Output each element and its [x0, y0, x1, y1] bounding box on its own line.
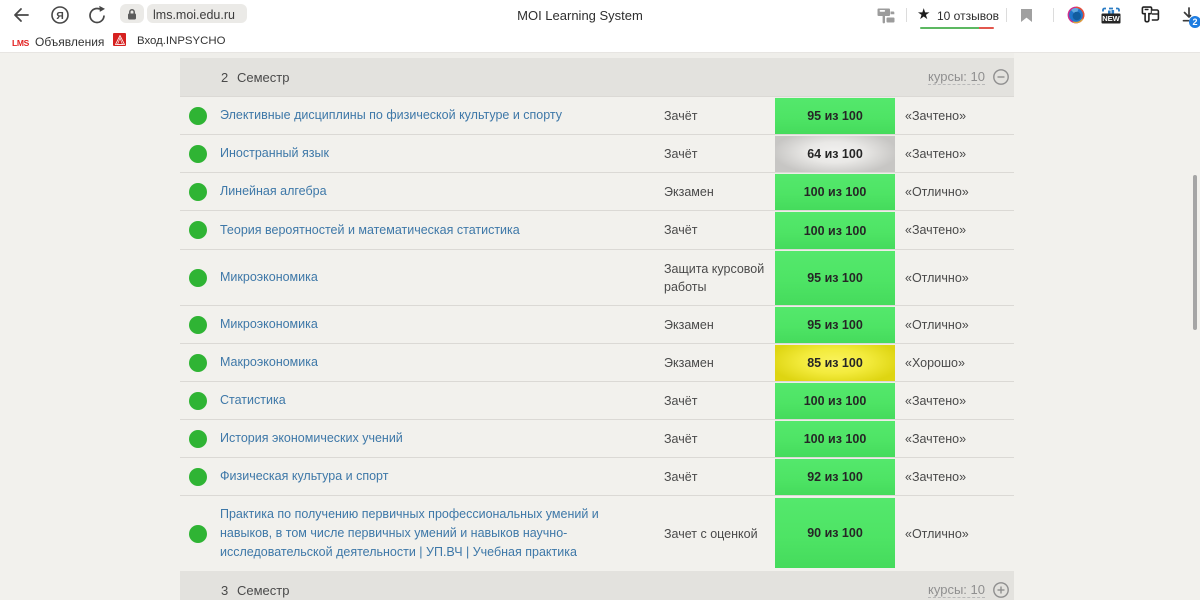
svg-text:Я: Я	[56, 10, 64, 22]
svg-text:NEW: NEW	[1102, 14, 1120, 23]
